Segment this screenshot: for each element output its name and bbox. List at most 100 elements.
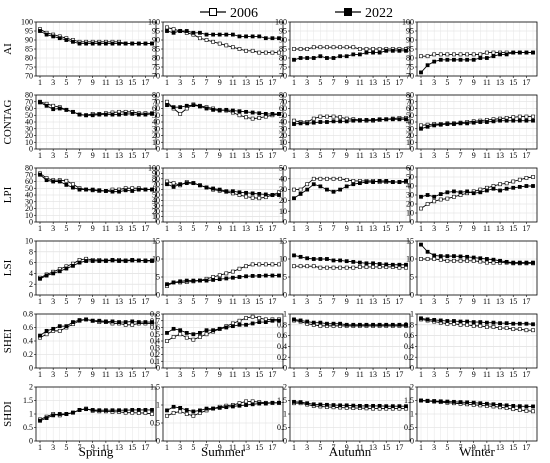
point-2022: [257, 274, 262, 278]
x-tick-label: 15: [382, 297, 390, 306]
point-2022: [305, 256, 310, 261]
y-tick-label: 80: [152, 54, 160, 63]
y-tick-label: 0: [29, 145, 33, 154]
y-tick-label: 0.8: [404, 320, 414, 329]
x-tick-label: 13: [496, 297, 504, 306]
point-2006: [57, 328, 62, 333]
point-2022: [250, 402, 255, 407]
x-tick-label: 13: [242, 78, 250, 87]
point-2022: [377, 50, 382, 55]
panel-shdi-winter: 00.511.521 3 5 7 9 11 13 15 17: [404, 383, 538, 452]
point-2022: [237, 34, 242, 39]
y-tick-label: 0.6: [404, 331, 414, 340]
point-2006: [471, 323, 476, 328]
x-tick-label: 17: [395, 370, 403, 379]
point-2022: [404, 404, 408, 409]
point-2006: [237, 266, 242, 271]
point-2022: [184, 408, 189, 412]
x-tick-label: 1: [38, 443, 42, 452]
point-2006: [478, 323, 483, 328]
point-2022: [250, 321, 255, 326]
point-2022: [51, 413, 56, 418]
point-2022: [325, 257, 329, 261]
y-tick-label: 80: [406, 91, 414, 100]
point-2022: [110, 319, 115, 324]
y-tick-label: 0: [410, 364, 414, 373]
point-2006: [311, 116, 316, 121]
x-tick-label: 5: [191, 151, 195, 160]
point-2006: [438, 52, 443, 57]
y-tick-label: 0: [410, 291, 414, 300]
point-2022: [504, 403, 509, 408]
point-2022: [478, 190, 483, 195]
point-2022: [51, 34, 56, 39]
gridlines: [290, 167, 410, 223]
y-tick-label: 10: [152, 212, 160, 221]
x-tick-label: 13: [496, 370, 504, 379]
y-tick-label: 0: [29, 364, 33, 373]
point-2022: [357, 322, 362, 327]
point-2022: [404, 48, 408, 53]
point-2006: [263, 50, 268, 55]
point-2006: [244, 115, 248, 120]
x-tick-label: 9: [472, 224, 476, 233]
point-2006: [504, 326, 509, 330]
point-2022: [484, 120, 489, 124]
x-tick-label: 1: [165, 443, 169, 452]
series-line-2006: [166, 263, 279, 287]
x-tick-label: 1: [292, 151, 296, 160]
x-tick-label: 15: [255, 78, 263, 87]
point-2006: [250, 195, 255, 200]
point-2022: [123, 41, 128, 46]
point-2022: [511, 118, 516, 123]
point-2022: [498, 188, 502, 193]
point-2022: [97, 259, 102, 263]
x-tick-label: 5: [445, 443, 449, 452]
point-2006: [325, 265, 329, 270]
point-2006: [178, 332, 183, 337]
point-2022: [484, 188, 489, 193]
point-2022: [511, 50, 516, 55]
plot-frame: [289, 167, 411, 223]
point-2022: [198, 330, 202, 335]
point-2022: [230, 189, 235, 194]
y-tick-label: 80: [152, 174, 160, 183]
point-2022: [103, 41, 108, 46]
point-2022: [143, 41, 148, 46]
point-2022: [357, 52, 362, 57]
x-tick-label: 9: [472, 151, 476, 160]
point-2022: [311, 182, 316, 187]
y-tick-label: 30: [406, 124, 414, 133]
y-tick-label: 70: [152, 180, 160, 189]
point-2022: [71, 320, 75, 325]
y-tick-label: 1.5: [404, 396, 414, 405]
point-2006: [257, 116, 262, 120]
point-2006: [438, 257, 443, 262]
x-tick-label: 15: [382, 443, 390, 452]
point-2022: [491, 54, 496, 59]
gridlines: [417, 240, 537, 296]
point-2022: [511, 260, 516, 265]
y-tick-label: 30: [152, 201, 160, 210]
gridlines: [290, 386, 410, 442]
y-tick-label: 0.8: [23, 310, 33, 319]
y-tick-label: 80: [152, 91, 160, 100]
x-tick-label: 5: [445, 224, 449, 233]
point-2022: [377, 262, 382, 266]
point-2022: [425, 249, 430, 254]
series-line-2006: [294, 265, 406, 269]
column-label-autumn: Autumn: [329, 444, 372, 459]
point-2022: [230, 32, 235, 37]
x-tick-label: 7: [78, 151, 82, 160]
point-2006: [250, 262, 255, 267]
x-tick-label: 3: [432, 224, 436, 233]
y-tick-label: 95: [279, 27, 287, 36]
point-2022: [136, 258, 141, 263]
y-tick-label: 5: [156, 273, 160, 282]
point-2022: [344, 184, 349, 189]
point-2022: [244, 34, 248, 39]
x-tick-label: 11: [483, 151, 491, 160]
point-2006: [130, 322, 135, 327]
point-2022: [298, 192, 303, 196]
x-tick-label: 15: [509, 224, 517, 233]
